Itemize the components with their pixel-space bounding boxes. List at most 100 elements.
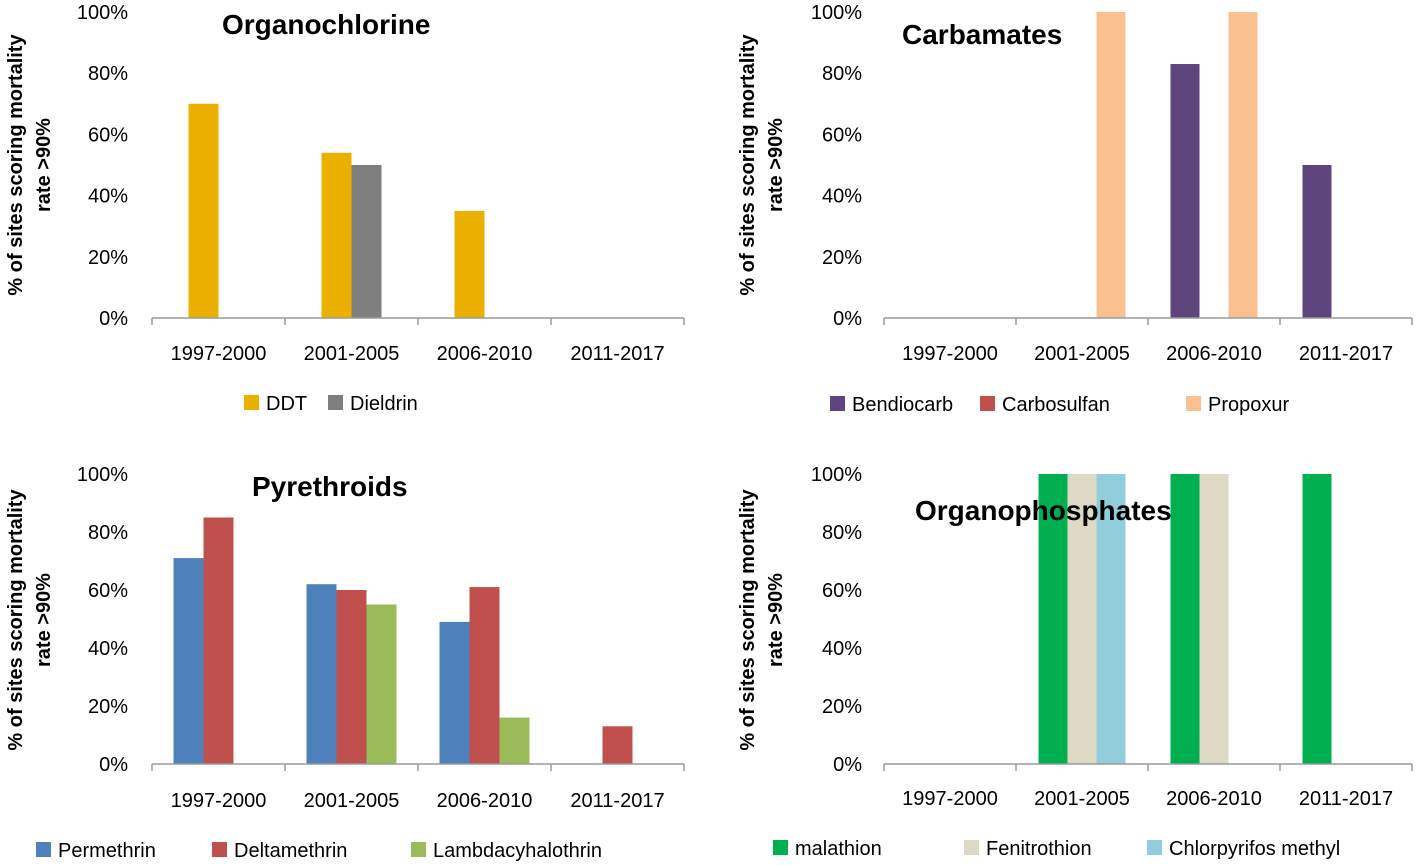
legend-swatch: [980, 396, 995, 411]
bar: [1067, 474, 1097, 764]
legend-swatch: [36, 842, 51, 857]
legend-item: Fenitrothion: [964, 838, 1092, 860]
legend: Bendiocarb Carbosulfan Propoxur: [830, 394, 1289, 416]
x-tick-label: 1997-2000: [902, 788, 998, 810]
bar: [321, 152, 352, 318]
legend-label: malathion: [795, 838, 882, 860]
bar: [1302, 474, 1332, 764]
legend-item: Lambdacyhalothrin: [411, 840, 602, 862]
bar: [173, 558, 204, 764]
y-tick-label: 20%: [88, 696, 128, 718]
x-tick-label: 2011-2017: [1299, 788, 1393, 810]
y-tick-label: 80%: [88, 63, 128, 85]
legend: DDT Dieldrin: [244, 393, 418, 415]
x-axis-ticks: 1997-2000 2001-2005 2006-2010 2011-2017: [902, 788, 1393, 810]
legend-item: Deltamethrin: [212, 840, 347, 862]
x-tick-label: 2001-2005: [1034, 788, 1130, 810]
x-tick-label: 2011-2017: [570, 790, 664, 812]
y-tick-label: 40%: [822, 186, 862, 208]
bar: [1228, 12, 1258, 318]
legend-label: Dieldrin: [350, 393, 418, 415]
y-tick-label: 60%: [822, 580, 862, 602]
bars: [173, 517, 633, 764]
y-axis-label-line-2: rate >90%: [765, 118, 787, 212]
chart-title: Pyrethroids: [252, 471, 408, 502]
legend-swatch: [830, 396, 845, 411]
y-tick-label: 40%: [88, 638, 128, 660]
bar: [306, 584, 337, 764]
y-tick-label: 20%: [88, 247, 128, 269]
y-tick-label: 0%: [99, 308, 128, 330]
y-tick-label: 100%: [77, 464, 128, 486]
bar: [454, 210, 485, 318]
bar: [1199, 474, 1229, 764]
legend-item: Chlorpyrifos methyl: [1147, 838, 1340, 860]
x-axis: [883, 317, 1413, 325]
y-tick-label: 100%: [811, 464, 862, 486]
bar: [1096, 474, 1126, 764]
y-axis-label-line-1: % of sites scoring mortality: [5, 34, 27, 296]
x-tick-label: 1997-2000: [171, 343, 267, 365]
x-tick-label: 2006-2010: [437, 343, 533, 365]
y-axis-label-line-2: rate >90%: [33, 118, 55, 212]
chart-title: Organophosphates: [915, 495, 1172, 526]
y-tick-label: 100%: [77, 2, 128, 24]
legend-label: Chlorpyrifos methyl: [1169, 838, 1340, 860]
legend: Permethrin Deltamethrin Lambdacyhalothrin: [36, 840, 602, 862]
x-axis: [151, 317, 685, 325]
x-axis: [151, 763, 685, 771]
legend-label: Lambdacyhalothrin: [433, 840, 602, 862]
y-tick-label: 20%: [822, 696, 862, 718]
y-axis-ticks: 0% 20% 40% 60% 80% 100%: [77, 2, 128, 330]
y-tick-label: 60%: [88, 124, 128, 146]
bar: [203, 517, 234, 764]
y-tick-label: 0%: [99, 754, 128, 776]
y-axis-ticks: 0% 20% 40% 60% 80% 100%: [811, 2, 862, 330]
bar: [351, 165, 382, 318]
y-tick-label: 60%: [822, 124, 862, 146]
x-tick-label: 1997-2000: [902, 343, 998, 365]
y-axis-ticks: 0% 20% 40% 60% 80% 100%: [77, 464, 128, 776]
legend-label: Propoxur: [1208, 394, 1289, 416]
y-tick-label: 20%: [822, 247, 862, 269]
chart-title: Organochlorine: [222, 9, 430, 40]
y-axis-label-line-1: % of sites scoring mortality: [5, 489, 27, 751]
x-tick-label: 1997-2000: [171, 790, 267, 812]
legend-swatch: [411, 842, 426, 857]
legend-swatch: [328, 395, 343, 410]
y-tick-label: 60%: [88, 580, 128, 602]
legend-item: Propoxur: [1186, 394, 1289, 416]
bar: [1170, 474, 1200, 764]
bar: [439, 621, 470, 764]
legend: malathion Fenitrothion Chlorpyrifos methyl: [773, 838, 1340, 860]
legend-swatch: [773, 840, 788, 855]
y-axis-label-line-1: % of sites scoring mortality: [737, 34, 759, 296]
x-tick-label: 2001-2005: [304, 790, 400, 812]
bar: [1096, 12, 1126, 318]
legend-label: Fenitrothion: [986, 838, 1092, 860]
legend-item: Permethrin: [36, 840, 156, 862]
bar: [1302, 165, 1332, 318]
legend-swatch: [964, 840, 979, 855]
x-tick-label: 2001-2005: [1034, 343, 1130, 365]
x-axis-ticks: 1997-2000 2001-2005 2006-2010 2011-2017: [171, 343, 665, 365]
y-tick-label: 0%: [833, 754, 862, 776]
x-axis-ticks: 1997-2000 2001-2005 2006-2010 2011-2017: [171, 790, 665, 812]
y-tick-label: 80%: [88, 522, 128, 544]
legend-label: Permethrin: [58, 840, 156, 862]
bar: [1170, 64, 1200, 319]
x-axis-ticks: 1997-2000 2001-2005 2006-2010 2011-2017: [902, 343, 1393, 365]
bar: [336, 590, 367, 764]
x-tick-label: 2001-2005: [304, 343, 400, 365]
chart-organophosphates: % of sites scoring mortality rate >90% 0…: [737, 464, 1413, 860]
y-axis-ticks: 0% 20% 40% 60% 80% 100%: [811, 464, 862, 776]
legend-swatch: [212, 842, 227, 857]
legend-swatch: [1186, 396, 1201, 411]
bar: [469, 587, 500, 764]
legend-label: Deltamethrin: [234, 840, 347, 862]
x-tick-label: 2006-2010: [1166, 788, 1262, 810]
x-tick-label: 2006-2010: [1166, 343, 1262, 365]
y-tick-label: 40%: [822, 638, 862, 660]
chart-carbamates: % of sites scoring mortality rate >90% C…: [737, 2, 1413, 416]
